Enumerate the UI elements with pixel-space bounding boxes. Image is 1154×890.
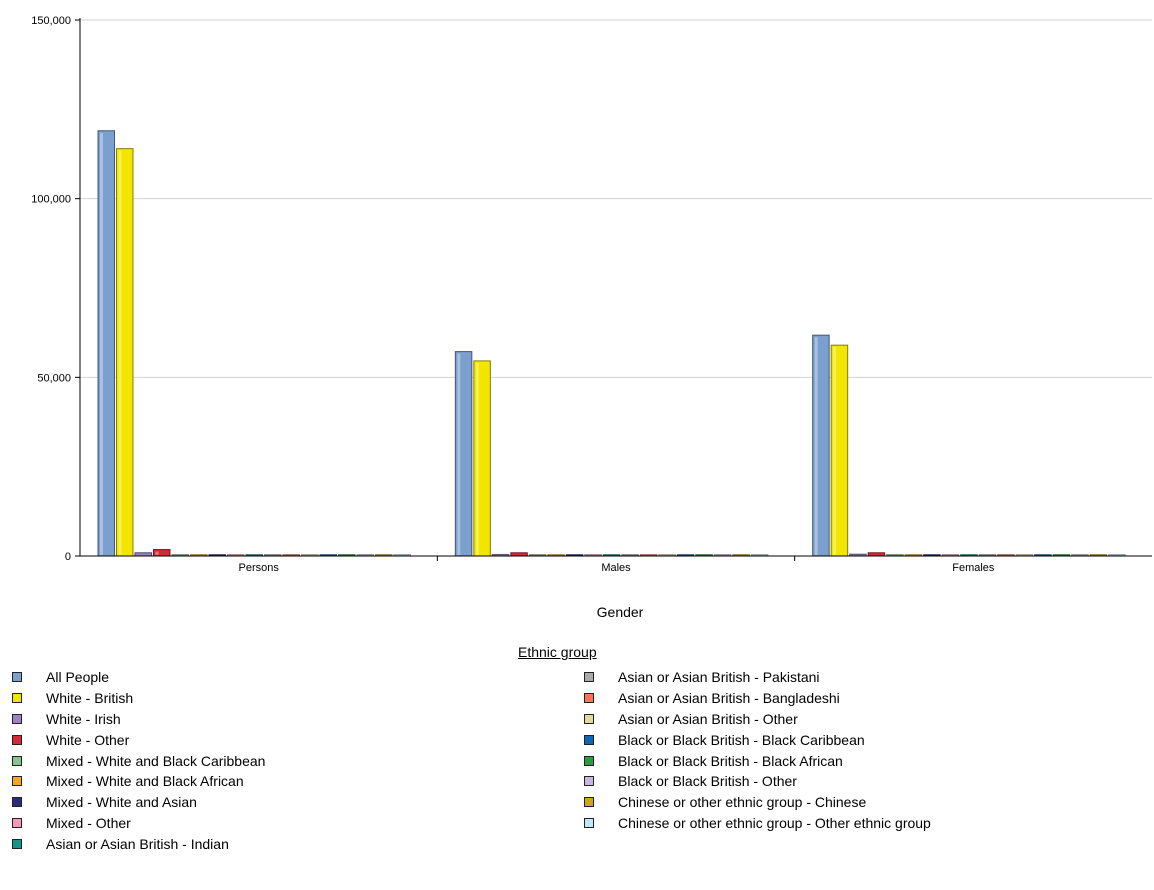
legend-swatch <box>584 734 594 745</box>
legend-label: Mixed - White and Black African <box>46 773 244 790</box>
legend-column-right: Asian or Asian British - Pakistani Asian … <box>584 667 931 833</box>
legend-item: Mixed - White and Black Caribbean <box>12 750 265 771</box>
legend-label: Black or Black British - Other <box>618 773 797 790</box>
legend-label: White - Irish <box>46 710 121 727</box>
bar-highlight <box>457 353 461 555</box>
legend-label: Asian or Asian British - Bangladeshi <box>618 690 840 707</box>
legend-label: Black or Black British - Black Caribbean <box>618 731 865 748</box>
bar-highlight <box>814 337 818 555</box>
legend-item: Mixed - White and Black African <box>12 771 265 792</box>
bar-highlight <box>155 551 159 555</box>
legend-label: Asian or Asian British - Other <box>618 710 798 727</box>
legend-label: Mixed - White and Black Caribbean <box>46 752 266 769</box>
legend-swatch <box>584 755 594 766</box>
legend-item: Mixed - White and Asian <box>12 792 265 813</box>
legend-label: Chinese or other ethnic group - Other et… <box>618 814 931 831</box>
legend-label: White - Other <box>46 731 130 748</box>
legend-item: Asian or Asian British - Indian <box>12 833 265 854</box>
legend-title: Ethnic group <box>518 644 597 660</box>
legend-item: White - Irish <box>12 709 265 730</box>
legend-column-left: All People White - British White - Irish Wh… <box>12 667 265 854</box>
x-tick-label: Males <box>601 562 631 574</box>
legend-swatch <box>584 797 594 808</box>
legend-swatch <box>12 672 22 683</box>
legend-item: Mixed - Other <box>12 813 265 834</box>
y-tick-label: 150,000 <box>31 15 71 27</box>
legend-item: Chinese or other ethnic group - Chinese <box>584 792 931 813</box>
x-axis-title: Gender <box>596 604 644 620</box>
legend-swatch <box>12 838 22 849</box>
x-tick-label: Persons <box>238 562 279 574</box>
legend-swatch <box>584 672 594 683</box>
legend-swatch <box>12 693 22 704</box>
legend-label: Black or Black British - Black African <box>618 752 843 769</box>
legend-swatch <box>584 776 594 787</box>
legend-swatch <box>12 776 22 787</box>
y-tick-label: 50,000 <box>37 372 71 384</box>
y-tick-label: 0 <box>65 551 71 563</box>
legend-label: Mixed - Other <box>46 814 131 831</box>
legend-swatch <box>12 817 22 828</box>
y-tick-label: 100,000 <box>31 194 71 206</box>
legend-swatch <box>584 713 594 724</box>
legend-item: Asian or Asian British - Other <box>584 709 931 730</box>
legend-item: Black or Black British - Black African <box>584 750 931 771</box>
bar-highlight <box>100 132 103 556</box>
bar-highlight <box>118 150 122 555</box>
legend-item: Asian or Asian British - Bangladeshi <box>584 688 931 709</box>
legend-swatch <box>12 713 22 724</box>
legend-swatch <box>584 817 594 828</box>
legend-swatch <box>584 693 594 704</box>
legend-item: White - British <box>12 688 265 709</box>
legend-swatch <box>12 755 22 766</box>
legend-item: Asian or Asian British - Pakistani <box>584 667 931 688</box>
legend-label: Chinese or other ethnic group - Chinese <box>618 794 867 811</box>
legend-label: Mixed - White and Asian <box>46 794 197 811</box>
legend-swatch <box>12 797 22 808</box>
legend-label: Asian or Asian British - Pakistani <box>618 669 820 686</box>
legend-item: Chinese or other ethnic group - Other et… <box>584 813 931 834</box>
bar-chart: 0 50,000 100,000 150,000 Persons Males Females <box>31 15 1152 574</box>
legend-label: White - British <box>46 690 134 707</box>
legend-item: Black or Black British - Black Caribbean <box>584 729 931 750</box>
bar-highlight <box>475 362 479 555</box>
legend-label: Asian or Asian British - Indian <box>46 835 229 852</box>
legend-swatch <box>12 734 22 745</box>
bar-highlight <box>833 347 837 555</box>
legend-item: White - Other <box>12 729 265 750</box>
legend-label: All People <box>46 669 110 686</box>
x-tick-label: Females <box>952 562 995 574</box>
legend-item: All People <box>12 667 265 688</box>
legend-item: Black or Black British - Other <box>584 771 931 792</box>
